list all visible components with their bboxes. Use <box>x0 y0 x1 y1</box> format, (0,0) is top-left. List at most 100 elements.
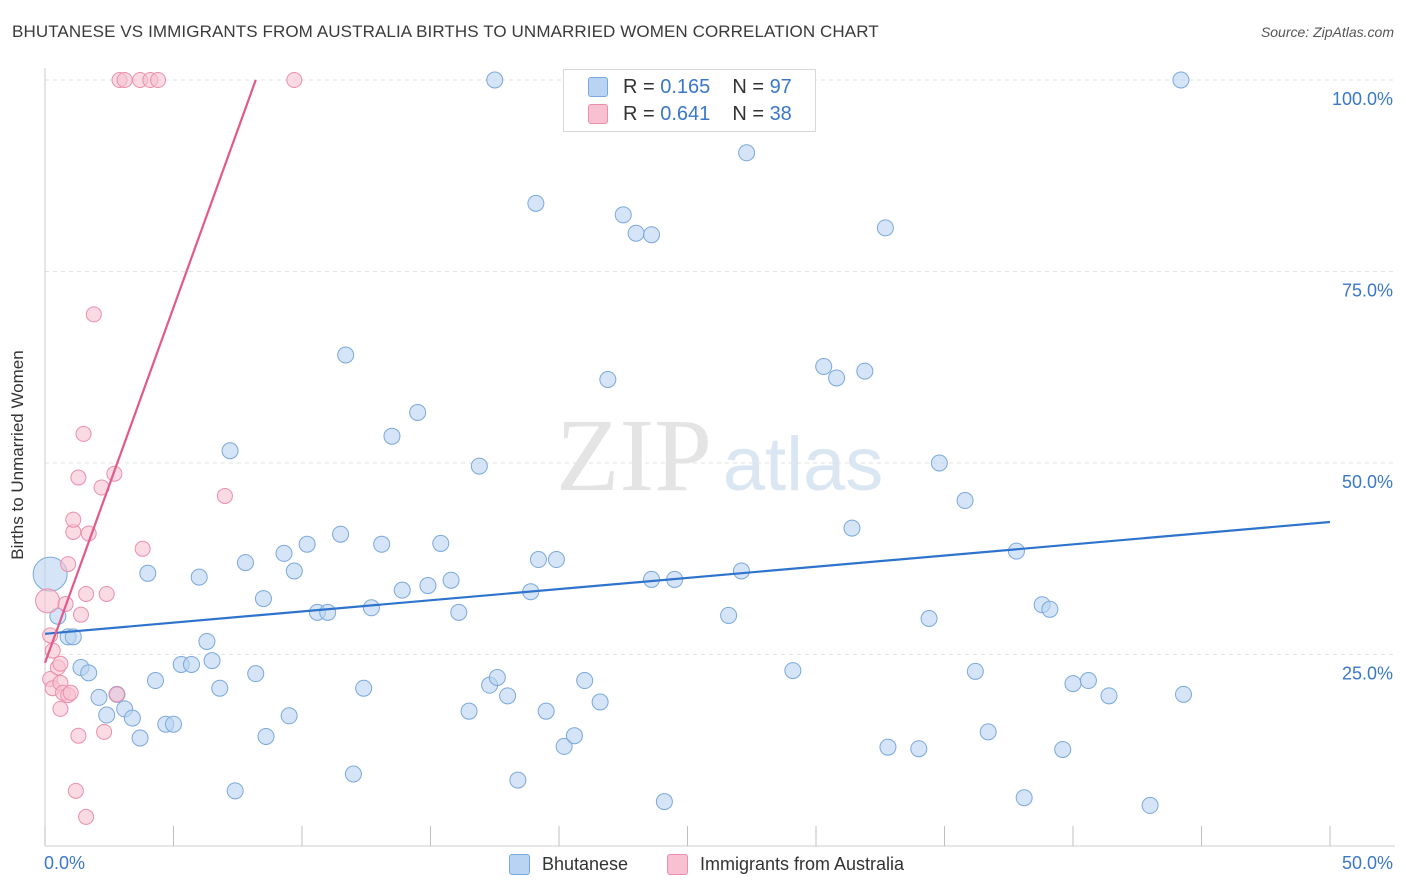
bhutanese-point <box>139 564 157 582</box>
bhutanese-point <box>298 535 316 553</box>
trend-lines <box>43 79 1331 664</box>
bottom-legend-label: Immigrants from Australia <box>700 853 905 874</box>
bhutanese-point <box>720 606 738 624</box>
bhutanese-point <box>1079 672 1097 690</box>
bhutanese-point <box>285 562 303 580</box>
bhutanese-point <box>655 793 673 811</box>
source-label: Source: ZipAtlas.com <box>1260 24 1394 40</box>
y-tick-label: 25.0% <box>1342 664 1393 684</box>
bhutanese-point <box>979 723 997 741</box>
legend-r-value: 0.641 <box>660 102 711 125</box>
bhutanese-point <box>383 427 401 445</box>
bhutanese-point <box>565 727 583 745</box>
bhutanese-point <box>537 702 555 720</box>
bhutanese-point <box>257 727 275 745</box>
bhutanese-point <box>131 729 149 747</box>
australia-point <box>108 686 125 703</box>
legend-row-bhutanese: R = 0.165 N = 97 <box>588 74 792 100</box>
bhutanese-point <box>211 679 229 697</box>
australia-point <box>85 306 102 323</box>
bhutanese-point <box>784 662 802 680</box>
bhutanese-point <box>98 706 116 724</box>
y-tick-label: 75.0% <box>1342 281 1393 301</box>
bhutanese-point <box>1064 675 1082 693</box>
australia-points <box>35 72 303 825</box>
australia-point <box>78 808 95 825</box>
bottom-legend-australia: Immigrants from Australia <box>667 851 904 877</box>
bottom-legend-swatch-pink <box>667 853 688 875</box>
bhutanese-point <box>147 672 165 690</box>
bhutanese-point <box>547 551 565 569</box>
bhutanese-point <box>1175 685 1193 703</box>
bhutanese-trend-line <box>44 520 1331 635</box>
australia-point <box>286 72 303 88</box>
bhutanese-point <box>599 371 617 389</box>
legend-n-value: 97 <box>769 75 792 98</box>
y-tick-label: 100.0% <box>1332 89 1393 109</box>
bhutanese-point <box>1100 687 1118 705</box>
bhutanese-point <box>432 534 450 552</box>
australia-point <box>70 727 87 744</box>
australia-point <box>72 606 89 623</box>
bhutanese-point <box>355 679 373 697</box>
australia-point <box>52 700 69 717</box>
chart-title: BHUTANESE VS IMMIGRANTS FROM AUSTRALIA B… <box>12 22 879 41</box>
australia-point <box>116 72 133 88</box>
bhutanese-point <box>930 454 948 472</box>
bhutanese-point <box>1172 71 1190 89</box>
x-tick-label: 0.0% <box>44 853 85 873</box>
legend-swatch-blue <box>588 77 608 97</box>
australia-point <box>98 585 115 602</box>
bhutanese-point <box>460 702 478 720</box>
bhutanese-point <box>337 346 355 364</box>
australia-point <box>52 655 69 672</box>
bhutanese-point <box>966 662 984 680</box>
bhutanese-point <box>393 581 411 599</box>
bhutanese-point <box>576 672 594 690</box>
bhutanese-point <box>509 771 527 789</box>
bhutanese-point <box>236 554 254 572</box>
bhutanese-point <box>527 194 545 212</box>
bhutanese-point <box>90 688 108 706</box>
legend-r-label: R = <box>623 102 655 125</box>
australia-point <box>216 487 233 504</box>
legend-n-label: N = <box>732 102 764 125</box>
bhutanese-point <box>1041 600 1059 618</box>
bhutanese-point <box>856 362 874 380</box>
australia-point <box>96 723 113 740</box>
bhutanese-point <box>732 562 750 580</box>
y-axis-label: Births to Unmarried Women <box>8 350 27 560</box>
australia-point <box>60 556 77 573</box>
bhutanese-point <box>643 570 661 588</box>
bhutanese-point <box>627 224 645 242</box>
legend-swatch-pink <box>588 104 608 124</box>
legend-n-value: 38 <box>769 102 792 125</box>
legend-row-australia: R = 0.641 N = 38 <box>588 101 792 127</box>
bhutanese-point <box>165 715 182 733</box>
bhutanese-point <box>643 226 661 244</box>
australia-point <box>134 540 151 557</box>
bhutanese-point <box>275 544 293 562</box>
australia-point <box>78 585 95 602</box>
bhutanese-point <box>470 457 488 475</box>
bhutanese-point <box>442 571 460 589</box>
australia-point <box>70 469 87 486</box>
bhutanese-point <box>956 492 974 510</box>
bhutanese-point <box>221 442 239 460</box>
bhutanese-point <box>1007 542 1025 560</box>
bhutanese-point <box>409 403 427 421</box>
australia-point <box>67 782 84 799</box>
australia-point <box>62 684 79 701</box>
bhutanese-point <box>203 652 221 670</box>
bhutanese-point <box>198 632 216 650</box>
tick-labels: 25.0% 50.0% 75.0% 100.0% 0.0% 50.0% <box>44 89 1393 873</box>
bhutanese-point <box>280 707 298 725</box>
bhutanese-point <box>247 665 265 683</box>
bhutanese-point <box>614 206 632 224</box>
watermark-zip: ZIP <box>556 398 712 513</box>
bhutanese-point <box>555 737 573 755</box>
legend-r-value: 0.165 <box>660 75 711 98</box>
bhutanese-point <box>1015 789 1033 807</box>
bhutanese-point <box>182 655 200 673</box>
australia-point <box>65 511 82 528</box>
